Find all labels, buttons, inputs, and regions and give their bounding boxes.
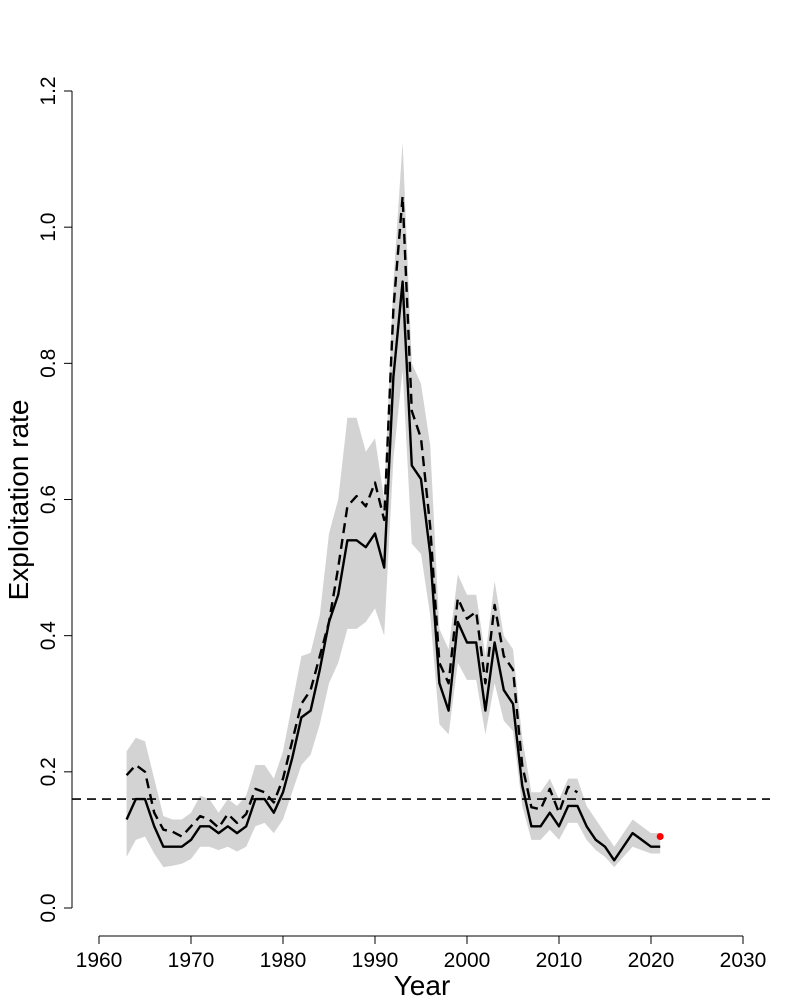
y-tick-label: 1.0 (37, 213, 60, 242)
x-tick-label: 1980 (260, 949, 307, 972)
latest-point (656, 833, 664, 841)
y-tick-label: 1.2 (37, 76, 60, 105)
x-tick-label: 2020 (628, 949, 675, 972)
x-tick-label: 2000 (444, 949, 491, 972)
x-tick-label: 2030 (720, 949, 767, 972)
plot-area (72, 142, 770, 868)
series-line-solid (125, 280, 661, 862)
series-line-dashed (125, 195, 579, 838)
x-tick-label: 1990 (352, 949, 399, 972)
y-axis-title: Exploitation rate (3, 400, 34, 601)
y-tick-label: 0.4 (37, 621, 60, 651)
axes: 1960 1970 1980 1990 2000 2010 2020 2030 0.0 0.2 0.… (37, 76, 766, 972)
x-axis-title: Year (394, 970, 451, 1000)
y-tick-label: 0.0 (37, 893, 60, 922)
y-tick-label: 0.6 (37, 485, 60, 514)
x-tick-label: 1970 (168, 949, 215, 972)
y-tick-label: 0.2 (37, 757, 60, 786)
y-tick-label: 0.8 (37, 349, 60, 378)
x-tick-label: 2010 (536, 949, 583, 972)
x-tick-label: 1960 (76, 949, 123, 972)
confidence-band (126, 142, 661, 868)
